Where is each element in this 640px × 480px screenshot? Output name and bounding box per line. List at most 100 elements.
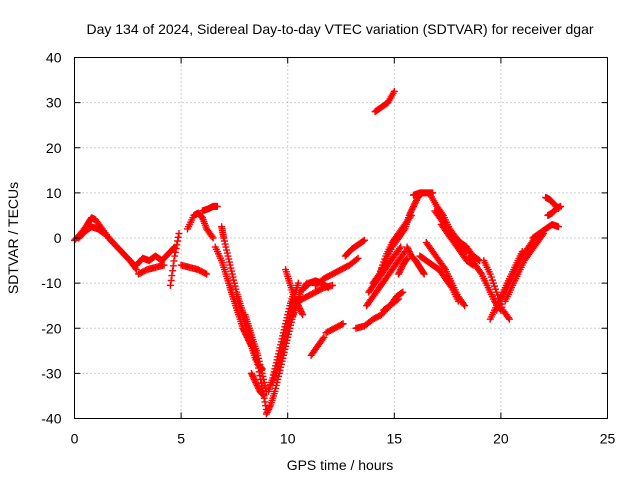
y-tick-label: -20 (41, 320, 61, 336)
data-point (390, 87, 398, 95)
y-tick-label: 20 (46, 140, 62, 156)
data-series (544, 202, 565, 219)
data-point (208, 232, 216, 240)
data-series (409, 189, 437, 199)
y-tick-label: -10 (41, 275, 61, 291)
data-point (475, 256, 483, 264)
data-point (398, 289, 406, 297)
y-tick-label: 10 (46, 185, 62, 201)
data-point (209, 234, 217, 242)
axis-ticks (74, 57, 608, 419)
x-tick-label: 15 (387, 431, 403, 447)
data-series (501, 229, 548, 305)
x-tick-label: 0 (71, 431, 79, 447)
data-series (75, 223, 140, 274)
data-point (173, 241, 181, 249)
data-point (170, 257, 178, 265)
data-point (213, 202, 221, 210)
data-point (298, 309, 306, 317)
data-series (282, 266, 307, 319)
data-point (262, 402, 270, 410)
data-point (505, 315, 513, 323)
data-point (294, 279, 302, 287)
data-points (71, 87, 565, 418)
data-point (397, 243, 405, 251)
data-series (380, 288, 407, 314)
x-tick-label: 25 (600, 431, 616, 447)
data-point (419, 269, 427, 277)
data-series (395, 254, 411, 278)
data-point (420, 270, 428, 278)
data-point (354, 254, 362, 262)
data-series (166, 229, 183, 289)
y-tick-label: 30 (46, 95, 62, 111)
y-tick-label: 40 (46, 50, 62, 66)
data-point (554, 223, 562, 231)
y-axis-label: SDTVAR / TECUs (5, 182, 21, 294)
data-point (203, 270, 211, 278)
data-point (319, 335, 327, 343)
data-point (259, 390, 267, 398)
y-tick-label: 0 (54, 230, 62, 246)
data-series (363, 248, 409, 310)
data-series (422, 239, 469, 310)
data-series (311, 254, 362, 289)
data-point (175, 229, 183, 237)
data-point (402, 255, 410, 263)
data-point (168, 272, 176, 280)
data-point (339, 320, 347, 328)
data-point (460, 300, 468, 308)
data-point (169, 262, 177, 270)
data-series (275, 297, 300, 377)
data-point (399, 288, 407, 296)
data-point (400, 249, 408, 257)
data-point (338, 320, 346, 328)
data-point (201, 269, 209, 277)
data-series (341, 236, 368, 260)
data-point (174, 237, 182, 245)
y-tick-labels: -40 -30 -20 -10 0 10 20 30 40 (41, 50, 61, 427)
x-tick-label: 10 (280, 431, 296, 447)
y-tick-label: -40 (41, 411, 61, 427)
data-series (247, 369, 268, 400)
data-series (529, 220, 562, 242)
data-point (557, 202, 565, 210)
data-point (171, 248, 179, 256)
data-point (396, 245, 404, 253)
data-point (477, 269, 485, 277)
data-point (169, 267, 177, 275)
data-point (403, 254, 411, 262)
data-series (307, 333, 328, 359)
data-point (374, 272, 382, 280)
data-point (504, 314, 512, 322)
x-tick-labels: 0 5 10 15 20 25 (71, 431, 616, 447)
data-point (261, 398, 269, 406)
data-point (360, 236, 368, 244)
data-series (198, 202, 221, 215)
plot-frame (74, 57, 608, 419)
data-series (134, 261, 168, 278)
data-series (241, 311, 270, 395)
x-tick-label: 20 (493, 431, 509, 447)
data-point (359, 237, 367, 245)
data-point (167, 276, 175, 284)
data-point (171, 252, 179, 260)
data-point (260, 391, 268, 399)
data-series (371, 87, 398, 116)
data-series (132, 243, 179, 269)
data-point (266, 402, 274, 410)
data-series (403, 243, 428, 278)
data-point (172, 245, 180, 253)
data-series (450, 232, 484, 265)
x-tick-label: 5 (177, 431, 185, 447)
chart-title: Day 134 of 2024, Sidereal Day-to-day VTE… (86, 21, 593, 37)
data-point (328, 281, 336, 289)
data-point (440, 264, 448, 272)
data-point (166, 281, 174, 289)
grid-lines (74, 57, 608, 419)
data-point (160, 261, 168, 269)
data-point (299, 311, 307, 319)
x-axis-label: GPS time / hours (287, 457, 394, 473)
